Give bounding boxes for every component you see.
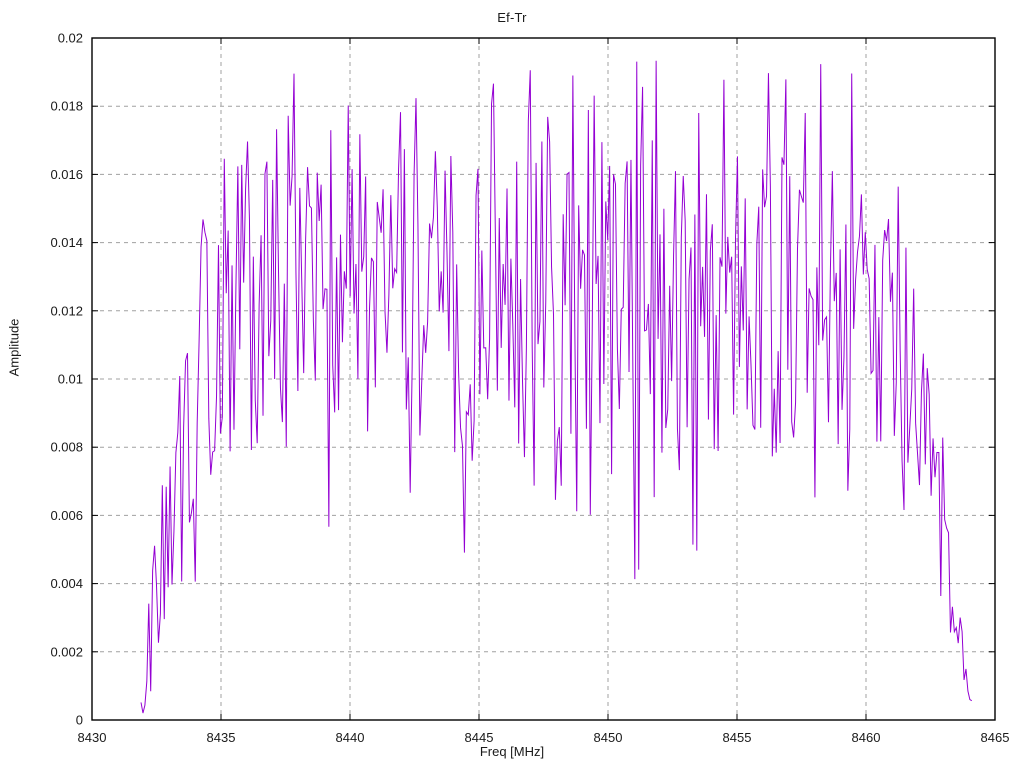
svg-text:8455: 8455 xyxy=(723,730,752,745)
grid-lines xyxy=(92,38,995,720)
svg-text:8445: 8445 xyxy=(465,730,494,745)
svg-text:0.012: 0.012 xyxy=(50,303,83,318)
plot-border xyxy=(91,37,996,721)
data-series-ef-tr xyxy=(140,60,973,714)
svg-text:8435: 8435 xyxy=(207,730,236,745)
svg-text:0.02: 0.02 xyxy=(58,31,83,46)
svg-text:0.01: 0.01 xyxy=(58,372,83,387)
svg-text:8450: 8450 xyxy=(594,730,623,745)
svg-text:0.006: 0.006 xyxy=(50,508,83,523)
svg-text:0.004: 0.004 xyxy=(50,576,83,591)
svg-text:0.008: 0.008 xyxy=(50,440,83,455)
y-tick-labels: 0 0.002 0.004 0.006 0.008 0.01 0.012 0.014 0.016… xyxy=(50,31,83,728)
svg-text:0.018: 0.018 xyxy=(50,99,83,114)
svg-text:8460: 8460 xyxy=(852,730,881,745)
svg-text:0: 0 xyxy=(76,713,83,728)
x-axis-label: Freq [MHz] xyxy=(479,744,545,759)
svg-text:8430: 8430 xyxy=(78,730,107,745)
svg-text:0.002: 0.002 xyxy=(50,644,83,659)
chart-title: Ef-Tr xyxy=(497,10,527,25)
svg-text:8465: 8465 xyxy=(981,730,1010,745)
x-tick-labels: 8430 8435 8440 8445 8450 8455 8460 8465 xyxy=(78,730,1010,745)
svg-text:0.014: 0.014 xyxy=(50,235,83,250)
svg-text:8440: 8440 xyxy=(336,730,365,745)
svg-text:0.016: 0.016 xyxy=(50,167,83,182)
